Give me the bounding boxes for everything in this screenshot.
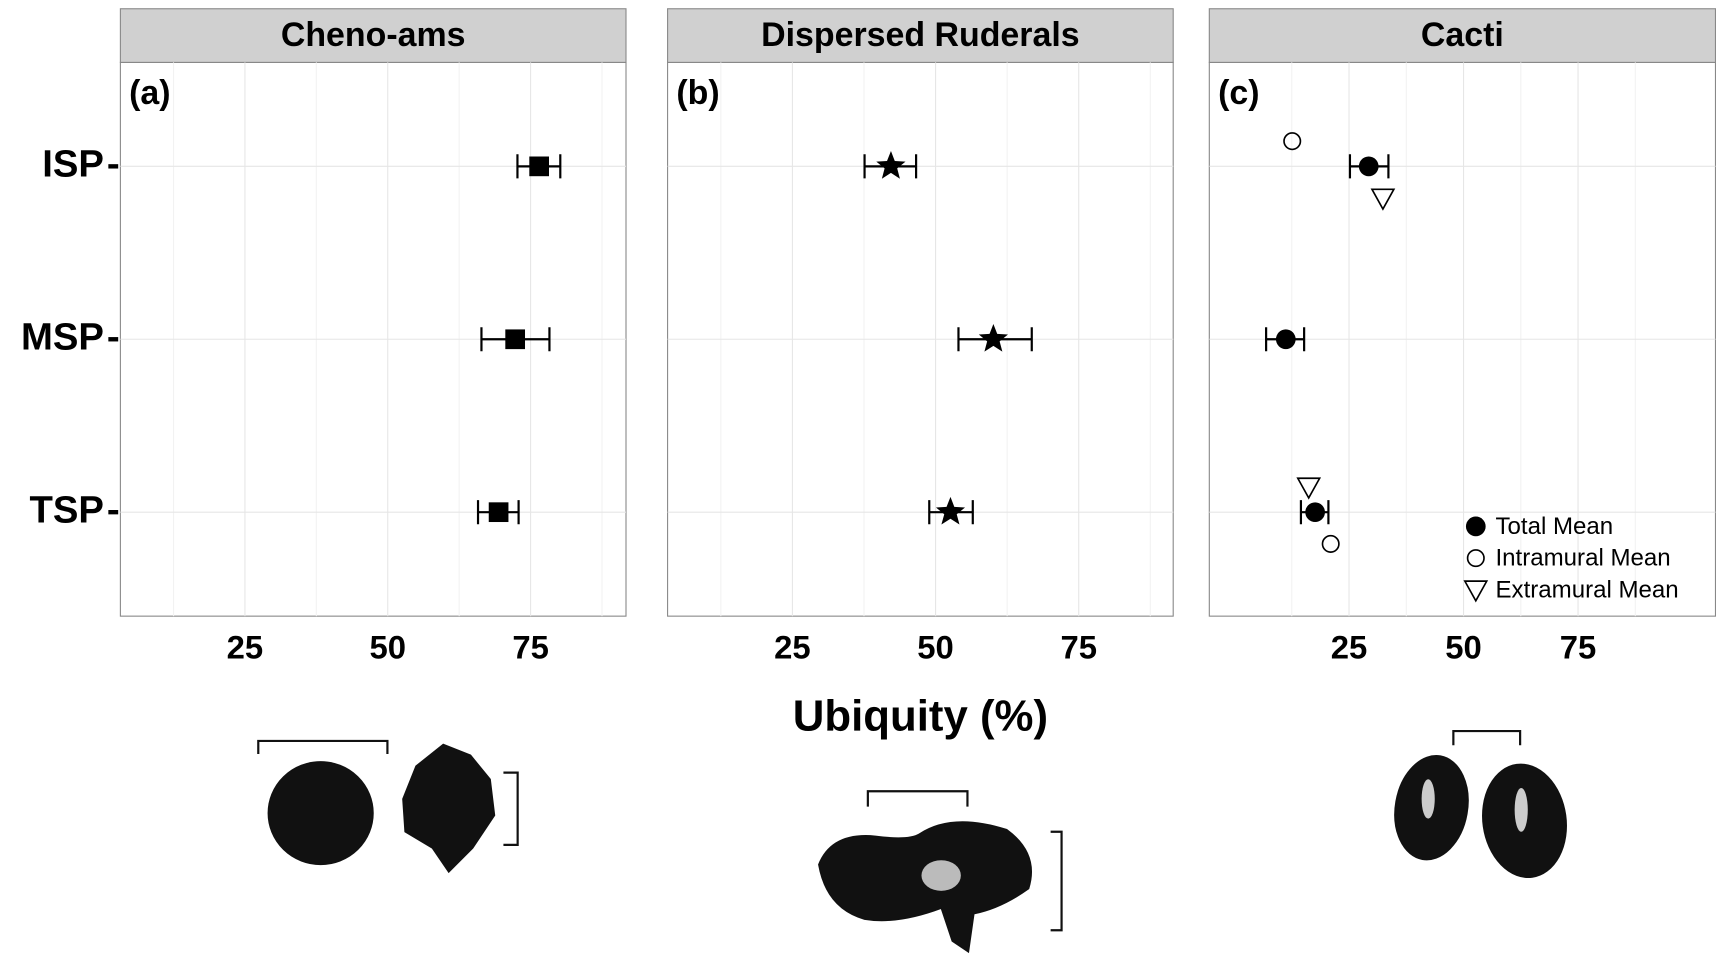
specimen-images [258, 731, 1573, 952]
x-tick-label: 50 [917, 629, 954, 666]
panel-title: Cacti [1421, 16, 1504, 54]
legend-label: Total Mean [1495, 513, 1613, 540]
legend-label: Extramural Mean [1495, 576, 1678, 603]
x-tick-label: 75 [1060, 629, 1097, 666]
legend-label: Intramural Mean [1495, 545, 1670, 572]
panel-label: (b) [676, 74, 719, 112]
x-tick-label: 75 [512, 629, 549, 666]
chart: Cheno-ams (a) 25 50 75 ISP MSP TSP Dispersed Rud… [0, 0, 1716, 960]
x-tick-label: 25 [774, 629, 811, 666]
x-tick-label: 25 [1331, 629, 1368, 666]
marker-square [529, 156, 549, 176]
marker-circle [1305, 502, 1325, 522]
x-tick-label: 50 [1445, 629, 1482, 666]
chart-body: Cheno-ams (a) 25 50 75 ISP MSP TSP Dispersed Rud… [21, 9, 1716, 952]
x-tick-label: 75 [1560, 629, 1597, 666]
panel-label: (a) [129, 74, 170, 112]
panel-title: Dispersed Ruderals [761, 16, 1079, 54]
y-tick-label: ISP [42, 142, 104, 185]
marker-square [489, 502, 509, 522]
y-tick-label: MSP [21, 315, 104, 358]
page: Cheno-ams (a) 25 50 75 ISP MSP TSP Dispersed Rud… [0, 0, 1716, 960]
marker-circle [1359, 156, 1379, 176]
x-axis-title: Ubiquity (%) [793, 692, 1048, 741]
marker-square [505, 329, 525, 349]
panel-label: (c) [1218, 74, 1259, 112]
y-tick-label: TSP [29, 488, 103, 531]
x-tick-label: 50 [370, 629, 407, 666]
marker-circle [1276, 329, 1296, 349]
x-tick-label: 25 [227, 629, 264, 666]
legend-marker [1466, 517, 1486, 537]
panel-title: Cheno-ams [281, 16, 466, 54]
